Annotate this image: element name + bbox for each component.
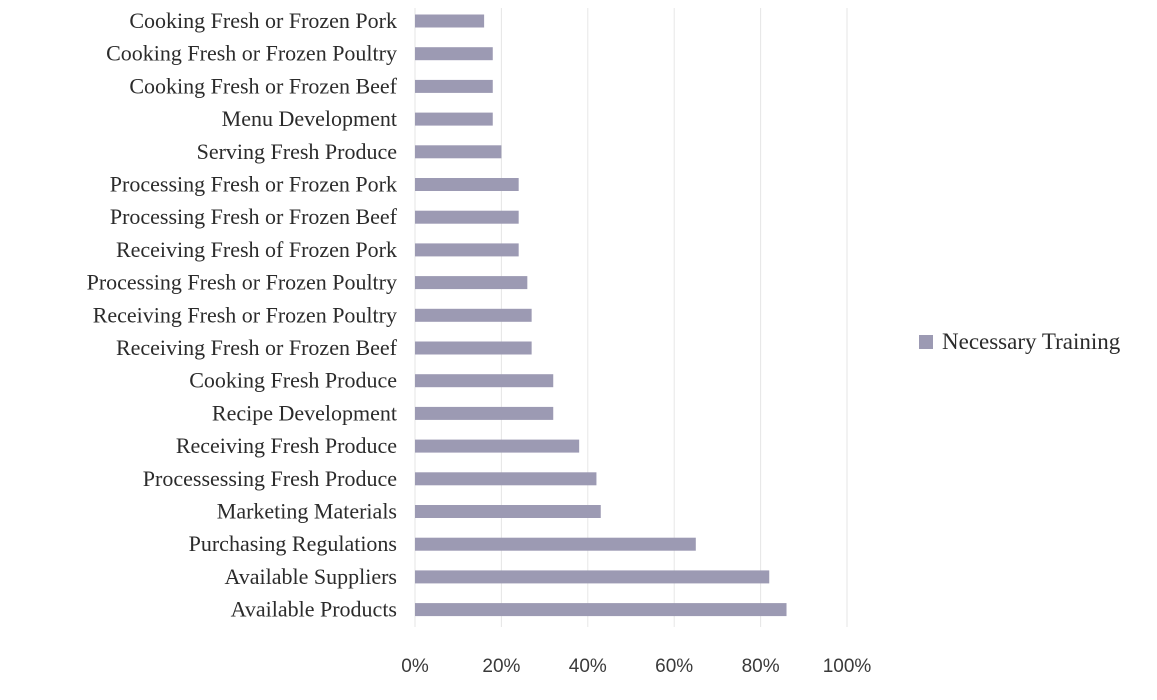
x-tick-label: 20% bbox=[482, 656, 520, 677]
bars bbox=[415, 14, 787, 617]
bar bbox=[415, 178, 519, 191]
category-label: Receiving Fresh or Frozen Beef bbox=[116, 335, 398, 360]
category-label: Available Products bbox=[231, 597, 397, 622]
bar bbox=[415, 374, 554, 388]
legend-swatch bbox=[919, 335, 933, 349]
category-label: Receiving Fresh Produce bbox=[176, 433, 397, 458]
category-label: Marketing Materials bbox=[217, 499, 397, 524]
bar bbox=[415, 47, 493, 61]
bar bbox=[415, 537, 696, 551]
bar bbox=[415, 79, 493, 93]
bar bbox=[415, 243, 519, 257]
x-tick-label: 100% bbox=[823, 656, 872, 677]
category-label: Cooking Fresh or Frozen Poultry bbox=[106, 41, 397, 66]
category-label: Cooking Fresh Produce bbox=[189, 368, 397, 393]
legend: Necessary Training bbox=[919, 329, 1121, 354]
gridlines bbox=[414, 8, 848, 627]
bar bbox=[415, 276, 528, 290]
category-label: Processing Fresh or Frozen Pork bbox=[110, 172, 397, 197]
category-label: Receiving Fresh or Frozen Poultry bbox=[93, 302, 397, 327]
bar bbox=[415, 603, 787, 617]
bar bbox=[415, 570, 770, 584]
bar bbox=[415, 145, 502, 159]
bar bbox=[415, 472, 597, 486]
bar bbox=[415, 210, 519, 224]
bar bbox=[415, 112, 493, 126]
bar bbox=[415, 406, 554, 420]
x-tick-label: 40% bbox=[569, 656, 607, 677]
bar bbox=[415, 505, 601, 518]
x-tick-label: 80% bbox=[742, 656, 780, 677]
category-label: Purchasing Regulations bbox=[189, 531, 397, 556]
category-label: Processing Fresh or Frozen Beef bbox=[110, 204, 398, 229]
category-label: Available Suppliers bbox=[225, 564, 398, 589]
category-label: Processing Fresh or Frozen Poultry bbox=[87, 270, 397, 295]
category-label: Receiving Fresh of Frozen Pork bbox=[116, 237, 397, 262]
x-tick-label: 60% bbox=[655, 656, 693, 677]
legend-label: Necessary Training bbox=[942, 329, 1121, 354]
bar bbox=[415, 439, 580, 453]
category-labels: Cooking Fresh or Frozen Pork Cooking Fres… bbox=[87, 8, 398, 622]
category-label: Recipe Development bbox=[212, 400, 397, 425]
x-tick-label: 0% bbox=[401, 656, 429, 677]
bar bbox=[415, 14, 485, 28]
x-axis-tick-labels: 0% 20% 40% 60% 80% 100% bbox=[401, 656, 871, 677]
category-label: Serving Fresh Produce bbox=[197, 139, 397, 164]
category-label: Menu Development bbox=[222, 106, 397, 131]
bar bbox=[415, 341, 532, 355]
bar bbox=[415, 308, 532, 322]
category-label: Cooking Fresh or Frozen Pork bbox=[129, 8, 397, 33]
category-label: Cooking Fresh or Frozen Beef bbox=[129, 73, 397, 98]
category-label: Processessing Fresh Produce bbox=[143, 466, 397, 491]
